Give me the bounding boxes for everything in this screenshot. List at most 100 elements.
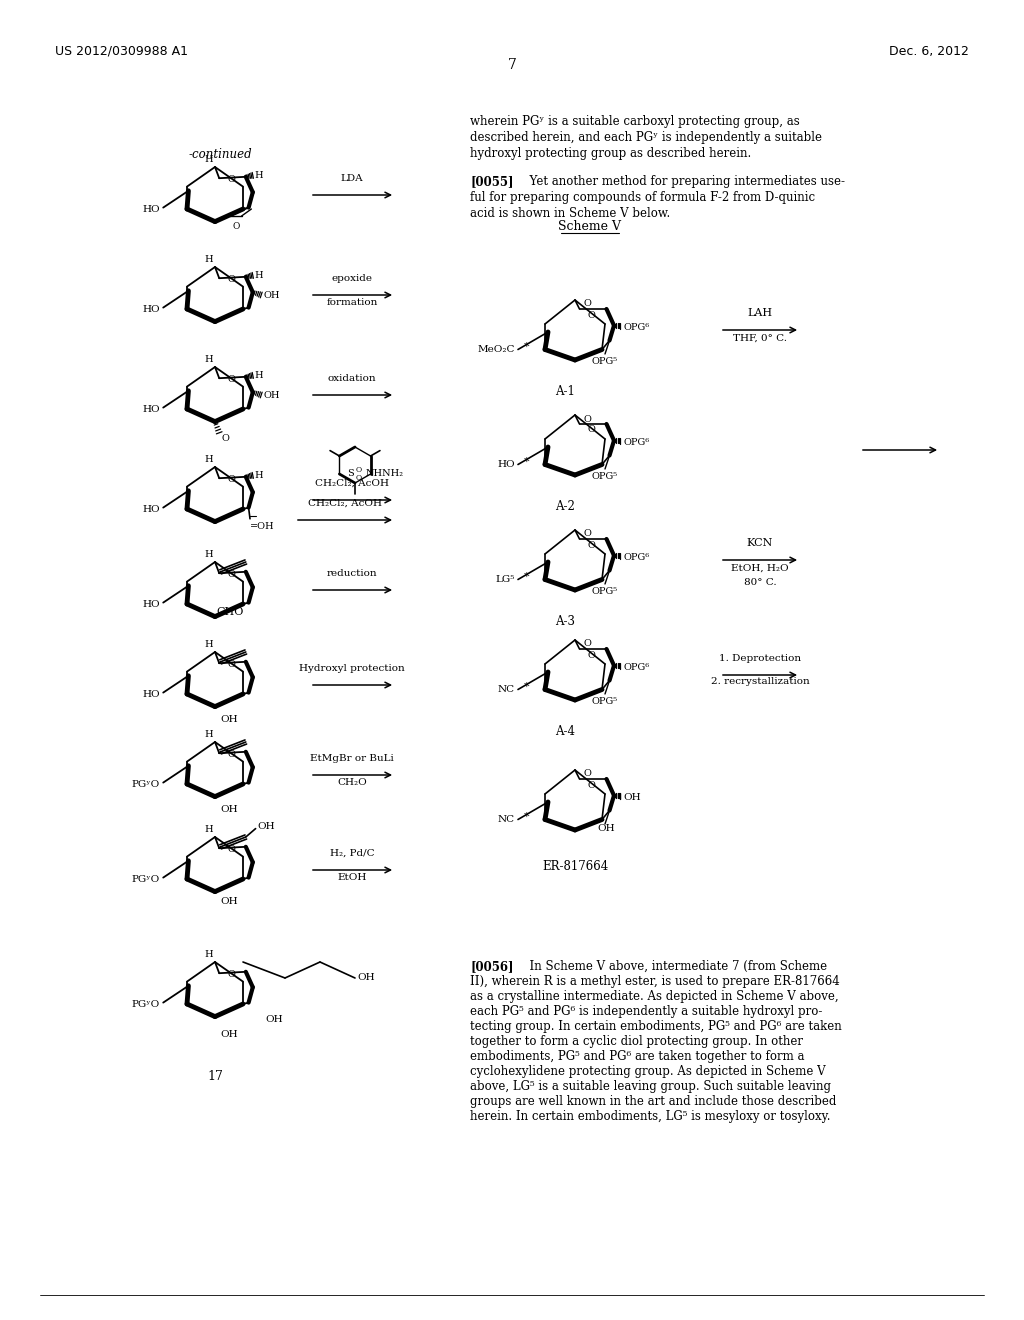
Text: oxidation: oxidation — [328, 374, 376, 383]
Text: PGʸO: PGʸO — [132, 875, 160, 884]
Text: described herein, and each PGʸ is independently a suitable: described herein, and each PGʸ is indepe… — [470, 131, 822, 144]
Text: O: O — [228, 375, 236, 384]
Text: H: H — [205, 730, 213, 739]
Text: CH₂Cl₂, AcOH: CH₂Cl₂, AcOH — [315, 479, 389, 488]
Text: acid is shown in Scheme V below.: acid is shown in Scheme V below. — [470, 207, 671, 220]
Text: O: O — [228, 570, 236, 579]
Text: OPG⁵: OPG⁵ — [592, 587, 618, 597]
Text: OH: OH — [263, 290, 280, 300]
Text: *: * — [524, 457, 529, 466]
Text: O: O — [588, 780, 595, 789]
Text: O: O — [588, 540, 595, 549]
Text: KCN: KCN — [746, 539, 773, 548]
Text: O: O — [584, 414, 592, 424]
Text: O: O — [584, 639, 592, 648]
Text: In Scheme V above, intermediate 7 (from Scheme: In Scheme V above, intermediate 7 (from … — [522, 960, 827, 973]
Text: cyclohexylidene protecting group. As depicted in Scheme V: cyclohexylidene protecting group. As dep… — [470, 1065, 825, 1078]
Text: =OH: =OH — [250, 521, 274, 531]
Text: O: O — [584, 529, 592, 539]
Text: hydroxyl protecting group as described herein.: hydroxyl protecting group as described h… — [470, 147, 752, 160]
Text: THF, 0° C.: THF, 0° C. — [733, 334, 787, 343]
Text: *: * — [524, 572, 529, 582]
Text: ER-817664: ER-817664 — [542, 861, 608, 873]
Text: H: H — [255, 471, 263, 480]
Text: [0056]: [0056] — [470, 960, 513, 973]
Text: 80° C.: 80° C. — [743, 578, 776, 587]
Text: H: H — [255, 271, 263, 280]
Text: CHO: CHO — [216, 607, 244, 616]
Text: H: H — [205, 825, 213, 834]
Text: EtOH: EtOH — [337, 873, 367, 882]
Text: H: H — [205, 355, 213, 364]
Text: H: H — [255, 371, 263, 380]
Text: II), wherein R is a methyl ester, is used to prepare ER-817664: II), wherein R is a methyl ester, is use… — [470, 975, 840, 987]
Text: OPG⁶: OPG⁶ — [623, 553, 649, 562]
Text: HO: HO — [142, 690, 160, 700]
Text: as a crystalline intermediate. As depicted in Scheme V above,: as a crystalline intermediate. As depict… — [470, 990, 839, 1003]
Text: reduction: reduction — [327, 569, 377, 578]
Text: HO: HO — [142, 506, 160, 513]
Text: *: * — [524, 812, 529, 821]
Text: *: * — [524, 681, 529, 692]
Text: H: H — [255, 170, 263, 180]
Text: OH: OH — [220, 805, 238, 814]
Text: above, LG⁵ is a suitable leaving group. Such suitable leaving: above, LG⁵ is a suitable leaving group. … — [470, 1080, 831, 1093]
Text: Yet another method for preparing intermediates use-: Yet another method for preparing interme… — [522, 176, 845, 187]
Text: OH: OH — [265, 1015, 283, 1024]
Text: CH₂O: CH₂O — [337, 777, 367, 787]
Text: NC: NC — [498, 685, 515, 694]
Text: A-1: A-1 — [555, 385, 574, 399]
Text: O: O — [228, 845, 236, 854]
Text: NC: NC — [498, 814, 515, 824]
Text: Dec. 6, 2012: Dec. 6, 2012 — [889, 45, 969, 58]
Text: OPG⁶: OPG⁶ — [623, 663, 649, 672]
Text: S: S — [347, 470, 354, 479]
Text: each PG⁵ and PG⁶ is independently a suitable hydroxyl pro-: each PG⁵ and PG⁶ is independently a suit… — [470, 1005, 822, 1018]
Text: PGʸO: PGʸO — [132, 1001, 160, 1008]
Text: 17: 17 — [207, 1071, 223, 1082]
Text: tecting group. In certain embodiments, PG⁵ and PG⁶ are taken: tecting group. In certain embodiments, P… — [470, 1020, 842, 1034]
Text: LDA: LDA — [341, 174, 364, 183]
Text: OH: OH — [220, 1030, 238, 1039]
Text: EtMgBr or BuLi: EtMgBr or BuLi — [310, 754, 394, 763]
Text: wherein PGʸ is a suitable carboxyl protecting group, as: wherein PGʸ is a suitable carboxyl prote… — [470, 115, 800, 128]
Text: O: O — [228, 660, 236, 669]
Text: O: O — [588, 425, 595, 434]
Text: MeO₂C: MeO₂C — [477, 345, 515, 354]
Text: OPG⁵: OPG⁵ — [592, 697, 618, 706]
Text: O: O — [588, 651, 595, 660]
Text: A-4: A-4 — [555, 725, 575, 738]
Text: O: O — [228, 475, 236, 484]
Text: 7: 7 — [508, 58, 516, 73]
Text: OH: OH — [623, 793, 641, 803]
Text: HO: HO — [142, 601, 160, 609]
Text: O: O — [228, 275, 236, 284]
Text: *: * — [524, 342, 529, 351]
Text: formation: formation — [327, 298, 378, 308]
Text: A-3: A-3 — [555, 615, 575, 628]
Text: 1. Deprotection: 1. Deprotection — [719, 653, 801, 663]
Text: OH: OH — [357, 974, 375, 982]
Text: H: H — [205, 154, 213, 164]
Text: HO: HO — [142, 205, 160, 214]
Text: OH: OH — [598, 824, 615, 833]
Text: LG⁵: LG⁵ — [496, 576, 515, 583]
Text: H: H — [205, 950, 213, 960]
Text: OPG⁶: OPG⁶ — [623, 323, 649, 333]
Text: herein. In certain embodiments, LG⁵ is mesyloxy or tosyloxy.: herein. In certain embodiments, LG⁵ is m… — [470, 1110, 830, 1123]
Text: H: H — [205, 550, 213, 558]
Text: HO: HO — [498, 459, 515, 469]
Text: ful for preparing compounds of formula F-2 from D-quinic: ful for preparing compounds of formula F… — [470, 191, 815, 205]
Text: [0055]: [0055] — [470, 176, 513, 187]
Text: H₂, Pd/C: H₂, Pd/C — [330, 849, 375, 858]
Text: OH: OH — [220, 715, 238, 723]
Text: H: H — [205, 455, 213, 465]
Text: NHNH₂: NHNH₂ — [366, 470, 403, 479]
Text: Hydroxyl protection: Hydroxyl protection — [299, 664, 404, 673]
Text: O: O — [232, 222, 240, 231]
Text: US 2012/0309988 A1: US 2012/0309988 A1 — [55, 45, 188, 58]
Text: O: O — [228, 750, 236, 759]
Text: O: O — [588, 310, 595, 319]
Text: embodiments, PG⁵ and PG⁶ are taken together to form a: embodiments, PG⁵ and PG⁶ are taken toget… — [470, 1049, 805, 1063]
Text: O: O — [355, 466, 361, 474]
